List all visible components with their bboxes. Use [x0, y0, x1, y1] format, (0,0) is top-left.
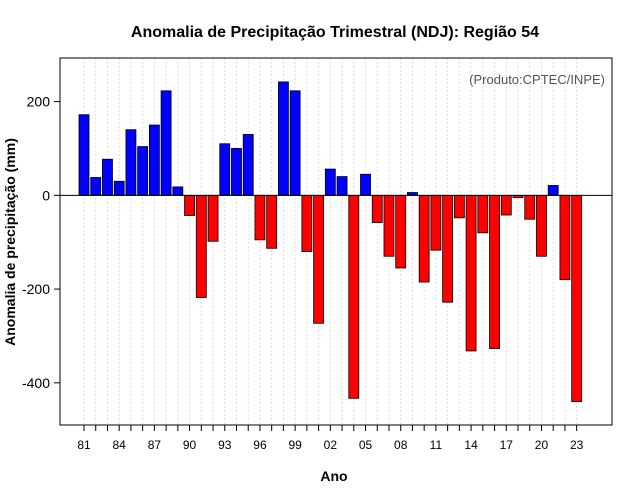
bar-11 [430, 194, 442, 251]
bar-89 [172, 186, 184, 196]
x-tick-label: 23 [570, 438, 584, 452]
bar-19 [524, 194, 536, 220]
y-tick-label: -400 [22, 375, 50, 391]
x-tick-label: 05 [359, 438, 373, 452]
y-axis: -400 -200 0 200 [22, 94, 60, 391]
bar-10 [418, 194, 430, 283]
bar-00 [301, 194, 313, 252]
bar-15 [477, 194, 489, 234]
bar-13 [453, 194, 465, 219]
x-tick-label: 14 [464, 438, 478, 452]
bar-99 [289, 90, 301, 196]
y-axis-label: Anomalia de precipitação (mm) [2, 138, 18, 346]
bar-98 [278, 81, 289, 196]
x-axis: 81 84 87 90 93 96 99 02 05 08 11 14 17 20 23 [77, 425, 584, 452]
x-tick-label: 20 [535, 438, 549, 452]
bar-96 [254, 194, 266, 241]
bar-02 [324, 168, 336, 196]
x-tick-label: 84 [113, 438, 127, 452]
bar-91 [195, 194, 207, 298]
x-tick-label: 87 [148, 438, 162, 452]
bar-94 [231, 148, 242, 196]
bar-84 [113, 180, 125, 196]
x-tick-label: 11 [430, 438, 443, 452]
x-tick-label: 99 [288, 438, 302, 452]
bar-21 [547, 185, 559, 196]
plot-frame [59, 57, 613, 426]
bar-20 [536, 194, 547, 257]
y-tick-label: 200 [27, 94, 51, 110]
chart-title: Anomalia de Precipitação Trimestral (NDJ… [131, 24, 539, 41]
bar-95 [242, 133, 254, 196]
bar-08 [395, 194, 407, 269]
bar-90 [184, 194, 195, 216]
bar-03 [336, 176, 348, 196]
bar-06 [371, 194, 383, 223]
x-tick-label: 93 [218, 438, 232, 452]
grid-lines [83, 58, 578, 425]
bar-14 [465, 194, 477, 352]
bar-23 [571, 194, 583, 402]
bar-07 [383, 194, 395, 257]
bar-83 [102, 158, 113, 196]
bar-04 [348, 194, 360, 399]
bar-81 [78, 114, 90, 196]
x-tick-label: 81 [77, 438, 91, 452]
y-tick-label: -200 [22, 281, 50, 297]
bar-87 [148, 124, 160, 196]
x-tick-label: 96 [253, 438, 267, 452]
y-tick-label: 0 [42, 187, 50, 203]
x-tick-label: 17 [500, 438, 514, 452]
x-tick-label: 08 [394, 438, 408, 452]
x-tick-label: 02 [324, 438, 338, 452]
bar-22 [559, 194, 571, 281]
x-axis-label: Ano [320, 468, 347, 484]
bar-93 [219, 143, 231, 196]
bar-12 [442, 194, 454, 303]
bar-82 [90, 177, 102, 196]
bar-92 [207, 194, 219, 242]
bar-85 [125, 129, 137, 196]
bar-16 [489, 194, 500, 350]
bar-01 [313, 194, 325, 324]
bar-05 [360, 173, 371, 196]
bar-86 [137, 146, 149, 196]
x-tick-label: 90 [183, 438, 197, 452]
bar-88 [160, 90, 172, 196]
bars [78, 81, 583, 402]
bar-97 [266, 194, 278, 249]
source-annotation: (Produto:CPTEC/INPE) [469, 72, 605, 87]
bar-17 [500, 194, 512, 216]
